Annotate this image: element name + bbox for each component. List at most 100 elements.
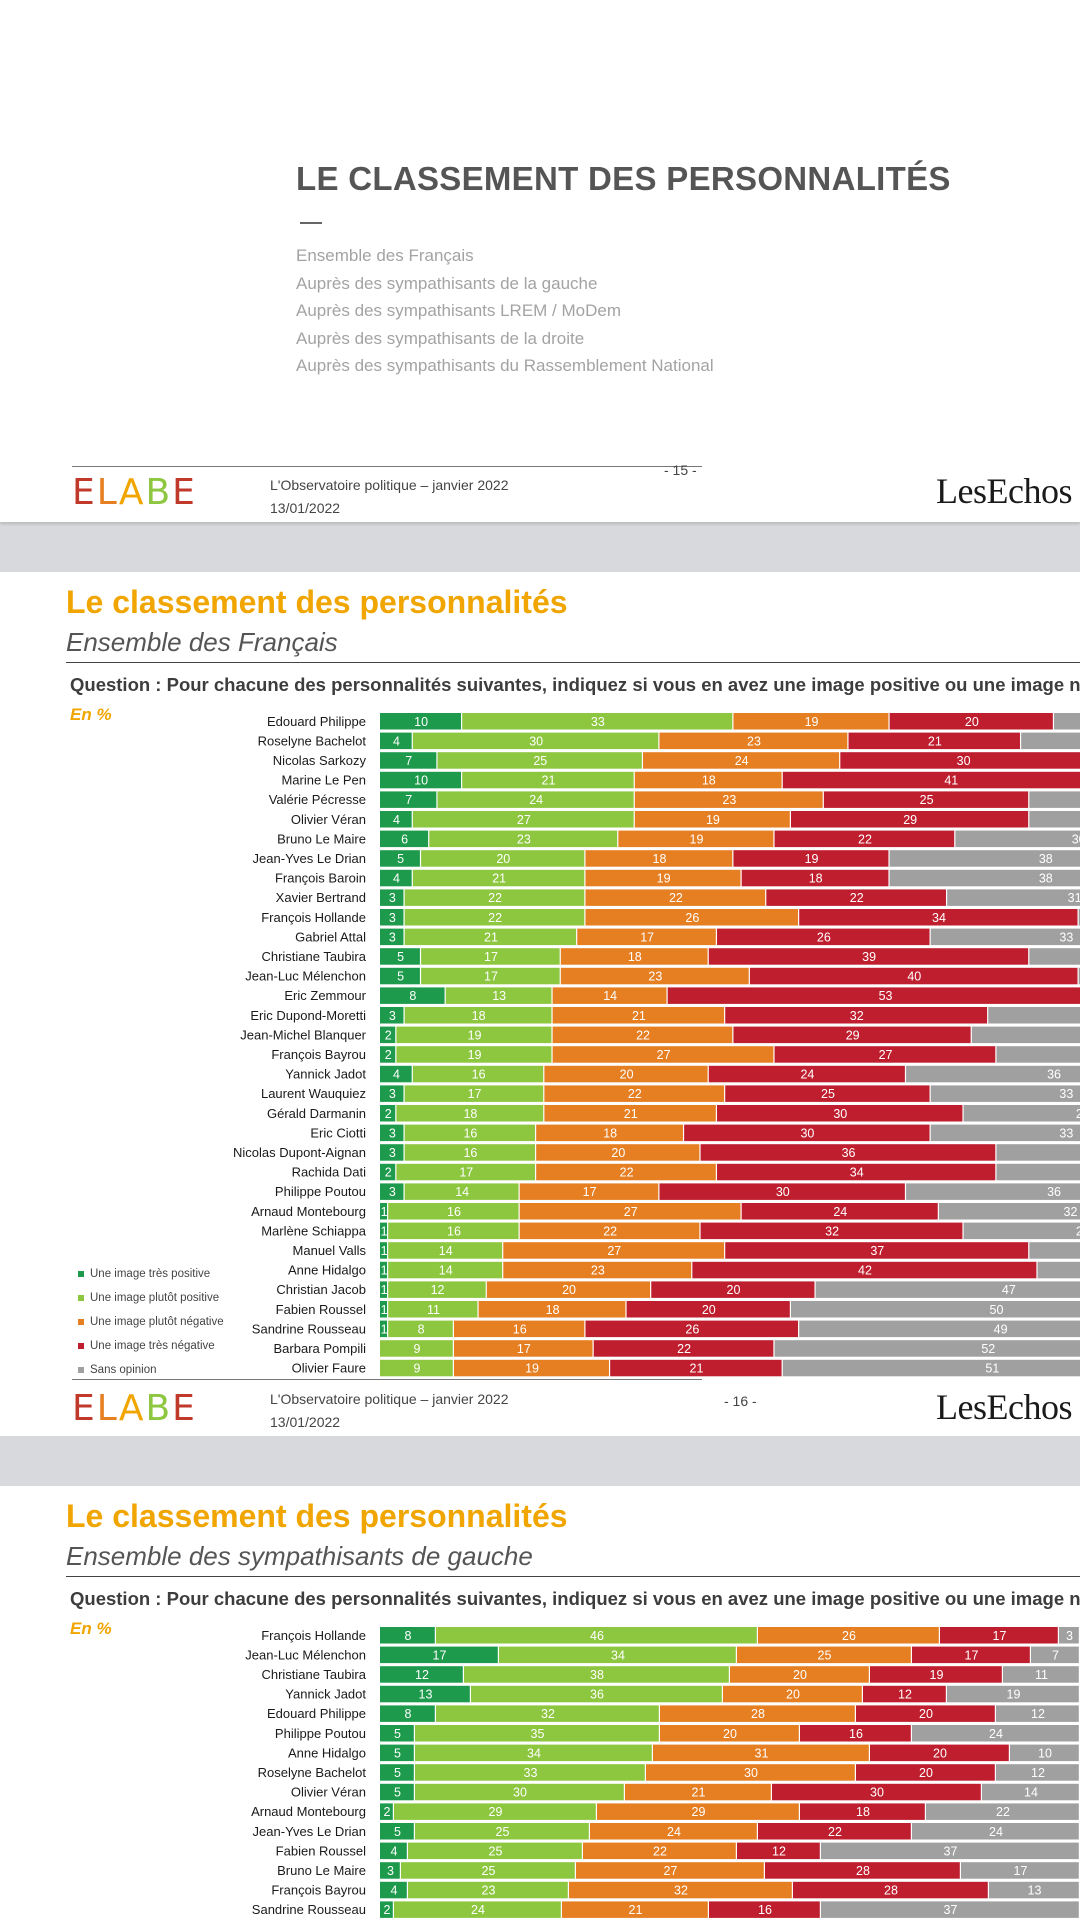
bar-segment [536,1163,716,1181]
bar-value-label: 37 [870,1244,884,1258]
bar-segment [471,1685,722,1703]
bar-value-label: 26 [685,911,699,925]
bar-segment [380,1666,463,1683]
bar-value-label: 2 [384,1903,391,1917]
bar-segment [758,1823,911,1840]
bar-value-label: 3 [389,1087,396,1101]
row-label: Olivier Véran [291,1785,366,1800]
bar-value-label: 19 [525,1362,539,1376]
bar-value-label: 20 [933,1746,947,1760]
bar-value-label: 38 [1039,852,1053,866]
bar-segment [996,1144,1080,1161]
bar-segment [1059,1627,1079,1644]
bar-segment [544,1065,708,1083]
bar-segment [692,1261,1037,1279]
bar-segment [380,869,412,887]
bar-value-label: 21 [492,872,506,886]
section-item: Ensemble des Français [296,246,474,265]
bar-value-label: 9 [414,1342,421,1356]
slide-title: Le classement des personnalités [66,584,568,620]
bar-segment [478,1301,626,1318]
bar-value-label: 2 [385,1166,392,1180]
bar-value-label: 16 [472,1068,486,1082]
bar-value-label: 27 [664,1864,678,1878]
bar-segment [626,1301,790,1318]
bar-value-label: 7 [405,793,412,807]
bar-value-label: 4 [393,734,400,748]
bar-segment [380,771,461,789]
legend-swatch [78,1343,84,1349]
bar-value-label: 14 [455,1185,469,1199]
bar-value-label: 14 [1024,1786,1038,1800]
bar-value-label: 51 [985,1362,999,1376]
bar-segment [634,811,790,828]
bar-value-label: 30 [870,1786,884,1800]
legend-swatch [78,1367,84,1373]
bar-segment [774,1046,996,1063]
bar-value-label: 41 [944,774,958,788]
bar-segment [791,1301,1080,1318]
bar-segment [733,850,889,867]
bar-value-label: 4 [393,872,400,886]
bar-segment [544,1085,725,1102]
bar-segment [380,1359,453,1377]
bar-value-label: 52 [981,1342,995,1356]
bar-value-label: 16 [758,1903,772,1917]
bar-value-label: 2 [385,1048,392,1062]
legend-label: Une image très positive [90,1268,211,1280]
bar-value-label: 30 [957,754,971,768]
bar-segment [906,1065,1080,1083]
bar-value-label: 30 [776,1185,790,1199]
bar-value-label: 20 [919,1707,933,1721]
bar-segment [380,1783,414,1801]
row-label: Yannick Jadot [285,1687,366,1702]
bar-value-label: 23 [747,734,761,748]
bar-value-label: 37 [944,1903,958,1917]
row-label: Marine Le Pen [281,773,366,788]
bar-value-label: 10 [414,774,428,788]
section-list: Ensemble des Français Auprès des sympath… [296,244,714,382]
bar-segment [634,771,782,789]
unit-label: En % [70,705,112,724]
bar-segment [725,1085,930,1102]
bar-value-label: 39 [862,950,876,964]
bar-segment [840,752,1080,769]
bar-value-label: 32 [674,1884,688,1898]
bar-value-label: 32 [825,1224,839,1238]
footer-date: 13/01/2022 [270,1414,341,1430]
bar-value-label: 23 [517,832,531,846]
bar-value-label: 34 [527,1746,541,1760]
bar-segment [396,1105,544,1122]
footer-source: L'Observatoire politique – janvier 2022 [270,1391,509,1407]
bar-segment [660,1725,799,1742]
bar-value-label: 18 [603,1126,617,1140]
bar-value-label: 29 [846,1028,860,1042]
row-label: Xavier Bertrand [276,890,366,905]
bar-segment [380,830,429,848]
bar-value-label: 31 [755,1746,769,1760]
bar-segment [774,830,955,848]
bar-value-label: 5 [394,1746,401,1760]
bar-segment [791,811,1029,828]
row-label: Edouard Philippe [267,1706,366,1721]
bar-value-label: 1 [381,1224,388,1238]
legend-label: Sans opinion [90,1364,157,1376]
row-label: Marlène Schiappa [261,1223,367,1238]
bar-value-label: 22 [488,911,502,925]
slide-title: Le classement des personnalités [66,1498,568,1534]
bar-segment [380,1203,388,1220]
bar-segment [940,1627,1058,1644]
row-label: Nicolas Sarkozy [273,753,367,768]
bar-segment [388,1301,478,1318]
bar-segment [380,1764,414,1781]
bar-segment [380,1242,388,1259]
row-label: Yannick Jadot [285,1067,366,1082]
bar-segment [380,1261,388,1279]
legend-swatch [78,1319,84,1325]
bar-value-label: 2 [385,1107,392,1121]
bar-value-label: 23 [591,1264,605,1278]
bar-segment [821,1901,1079,1918]
bar-segment [429,830,618,848]
bar-segment [404,1144,535,1161]
bar-value-label: 2 [384,1805,391,1819]
